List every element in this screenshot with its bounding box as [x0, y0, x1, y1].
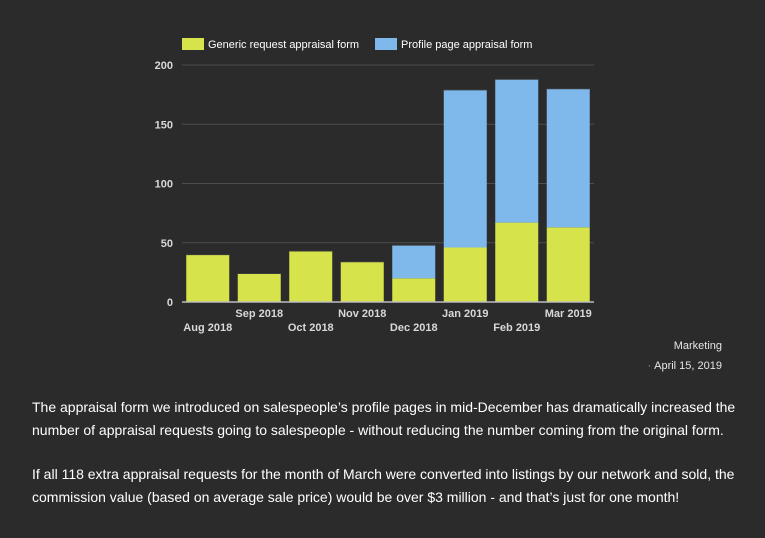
legend-swatch-1 — [182, 38, 204, 50]
x-tick-label-7: Feb 2019 — [493, 322, 540, 334]
bar-1-5 — [392, 278, 436, 302]
bar-1-4 — [340, 261, 384, 302]
bar-2-8 — [546, 88, 590, 228]
bar-1-3 — [289, 251, 333, 302]
y-tick-label-150: 150 — [155, 119, 173, 131]
department-label: Marketing — [673, 340, 722, 352]
x-tick-label-1: Aug 2018 — [183, 322, 232, 334]
date-label: April 15, 2019 — [647, 360, 722, 372]
legend-swatch-2 — [375, 38, 398, 50]
bar-2-7 — [495, 79, 539, 223]
x-tick-label-3: Oct 2018 — [288, 322, 334, 334]
bar-1-1 — [186, 254, 230, 302]
legend-label-1: Generic request appraisal form — [208, 39, 359, 51]
chart-bars — [186, 78, 590, 302]
legend-label-2: Profile page appraisal form — [401, 39, 532, 51]
projection-paragraph: If all 118 extra appraisal requests for … — [32, 466, 735, 505]
bar-2-6 — [443, 89, 487, 248]
x-tick-label-4: Nov 2018 — [338, 308, 386, 320]
bar-1-8 — [546, 227, 590, 302]
bar-1-6 — [443, 247, 487, 302]
y-axis-ticks: 0 50 100 150 200 — [155, 60, 173, 309]
summary-paragraph: The appraisal form we introduced on sale… — [32, 399, 736, 438]
x-tick-label-5: Dec 2018 — [390, 322, 438, 334]
x-tick-label-2: Sep 2018 — [235, 308, 283, 320]
x-tick-label-6: Jan 2019 — [442, 308, 488, 320]
bar-1-7 — [495, 222, 539, 302]
bar-1-2 — [237, 273, 281, 302]
y-tick-label-50: 50 — [161, 238, 173, 250]
y-tick-label-100: 100 — [155, 179, 173, 191]
bar-2-5 — [392, 245, 436, 279]
y-tick-label-200: 200 — [155, 60, 173, 72]
y-tick-label-0: 0 — [167, 297, 173, 309]
stacked-bar-chart: Generic request appraisal form Profile pa… — [155, 38, 594, 334]
chart-legend: Generic request appraisal form Profile pa… — [182, 38, 532, 51]
x-tick-label-8: Mar 2019 — [545, 308, 592, 320]
